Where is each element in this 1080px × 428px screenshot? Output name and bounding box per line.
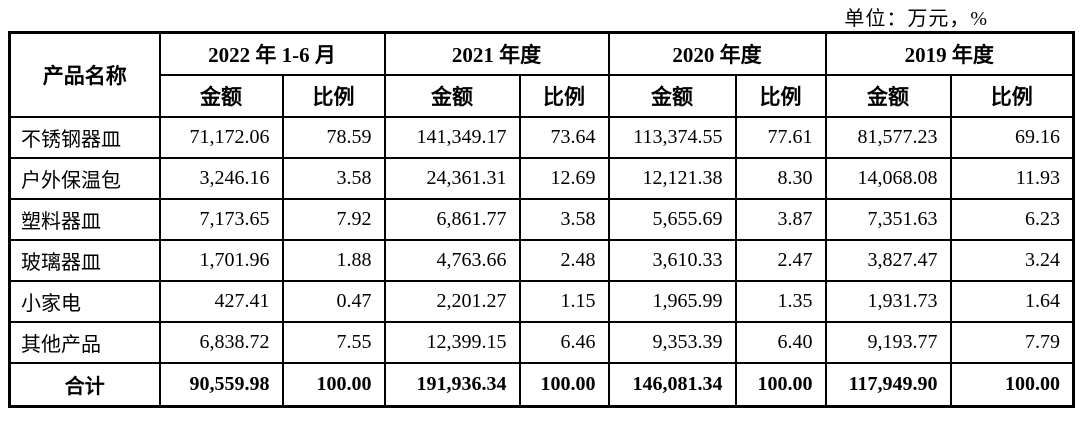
cell-amount: 1,701.96: [158, 239, 284, 282]
col-header-amount: 金额: [607, 74, 737, 118]
col-header-ratio: 比例: [949, 74, 1075, 118]
row-name: 不锈钢器皿: [8, 116, 161, 159]
cell-amount: 12,121.38: [607, 157, 737, 200]
table-row: 其他产品 6,838.72 7.55 12,399.15 6.46 9,353.…: [8, 321, 1075, 364]
cell-amount: 81,577.23: [824, 116, 952, 159]
cell-amount: 7,173.65: [158, 198, 284, 241]
cell-amount: 2,201.27: [383, 280, 521, 323]
col-header-ratio: 比例: [518, 74, 610, 118]
cell-ratio: 6.46: [518, 321, 610, 364]
total-amount: 90,559.98: [158, 362, 284, 408]
revenue-by-product-table: 产品名称 2022 年 1-6 月 2021 年度 2020 年度 2019 年…: [8, 31, 1075, 408]
cell-ratio: 2.48: [518, 239, 610, 282]
cell-amount: 7,351.63: [824, 198, 952, 241]
total-label: 合计: [8, 362, 161, 408]
cell-ratio: 6.40: [734, 321, 827, 364]
col-header-ratio: 比例: [281, 74, 386, 118]
cell-ratio: 0.47: [281, 280, 386, 323]
total-amount: 117,949.90: [824, 362, 952, 408]
cell-amount: 71,172.06: [158, 116, 284, 159]
col-header-period-2020: 2020 年度: [607, 31, 827, 76]
table-row: 小家电 427.41 0.47 2,201.27 1.15 1,965.99 1…: [8, 280, 1075, 323]
cell-amount: 14,068.08: [824, 157, 952, 200]
total-ratio: 100.00: [281, 362, 386, 408]
cell-amount: 113,374.55: [607, 116, 737, 159]
cell-ratio: 77.61: [734, 116, 827, 159]
total-ratio: 100.00: [518, 362, 610, 408]
table-row: 塑料器皿 7,173.65 7.92 6,861.77 3.58 5,655.6…: [8, 198, 1075, 241]
cell-amount: 3,827.47: [824, 239, 952, 282]
cell-amount: 6,861.77: [383, 198, 521, 241]
cell-ratio: 11.93: [949, 157, 1075, 200]
cell-ratio: 78.59: [281, 116, 386, 159]
cell-ratio: 3.87: [734, 198, 827, 241]
cell-ratio: 7.79: [949, 321, 1075, 364]
cell-ratio: 12.69: [518, 157, 610, 200]
cell-ratio: 3.24: [949, 239, 1075, 282]
cell-amount: 141,349.17: [383, 116, 521, 159]
col-header-amount: 金额: [824, 74, 952, 118]
cell-amount: 9,193.77: [824, 321, 952, 364]
col-header-period-2019: 2019 年度: [824, 31, 1075, 76]
cell-ratio: 3.58: [518, 198, 610, 241]
table-row: 玻璃器皿 1,701.96 1.88 4,763.66 2.48 3,610.3…: [8, 239, 1075, 282]
cell-amount: 6,838.72: [158, 321, 284, 364]
cell-ratio: 2.47: [734, 239, 827, 282]
cell-amount: 4,763.66: [383, 239, 521, 282]
cell-amount: 5,655.69: [607, 198, 737, 241]
total-amount: 146,081.34: [607, 362, 737, 408]
cell-ratio: 1.35: [734, 280, 827, 323]
total-ratio: 100.00: [734, 362, 827, 408]
col-header-period-2022: 2022 年 1-6 月: [158, 31, 386, 76]
cell-amount: 24,361.31: [383, 157, 521, 200]
cell-amount: 1,931.73: [824, 280, 952, 323]
row-name: 其他产品: [8, 321, 161, 364]
cell-ratio: 1.15: [518, 280, 610, 323]
cell-ratio: 1.64: [949, 280, 1075, 323]
cell-amount: 12,399.15: [383, 321, 521, 364]
cell-ratio: 3.58: [281, 157, 386, 200]
cell-amount: 9,353.39: [607, 321, 737, 364]
table-row: 户外保温包 3,246.16 3.58 24,361.31 12.69 12,1…: [8, 157, 1075, 200]
col-header-ratio: 比例: [734, 74, 827, 118]
col-header-amount: 金额: [383, 74, 521, 118]
cell-ratio: 7.55: [281, 321, 386, 364]
row-name: 户外保温包: [8, 157, 161, 200]
total-ratio: 100.00: [949, 362, 1075, 408]
cell-ratio: 73.64: [518, 116, 610, 159]
cell-ratio: 6.23: [949, 198, 1075, 241]
cell-amount: 3,610.33: [607, 239, 737, 282]
cell-amount: 3,246.16: [158, 157, 284, 200]
period-header-row: 产品名称 2022 年 1-6 月 2021 年度 2020 年度 2019 年…: [8, 31, 1075, 118]
row-name: 玻璃器皿: [8, 239, 161, 282]
col-header-product-name: 产品名称: [8, 31, 161, 118]
cell-ratio: 7.92: [281, 198, 386, 241]
cell-amount: 1,965.99: [607, 280, 737, 323]
total-row: 合计 90,559.98 100.00 191,936.34 100.00 14…: [8, 362, 1075, 408]
cell-ratio: 69.16: [949, 116, 1075, 159]
cell-ratio: 8.30: [734, 157, 827, 200]
cell-amount: 427.41: [158, 280, 284, 323]
cell-ratio: 1.88: [281, 239, 386, 282]
row-name: 塑料器皿: [8, 198, 161, 241]
col-header-period-2021: 2021 年度: [383, 31, 610, 76]
unit-label: 单位：万元，%: [844, 8, 988, 30]
table-row: 不锈钢器皿 71,172.06 78.59 141,349.17 73.64 1…: [8, 116, 1075, 159]
subheader-row: 金额 比例 金额 比例 金额 比例 金额 比例: [10, 74, 1075, 118]
col-header-amount: 金额: [158, 74, 284, 118]
row-name: 小家电: [8, 280, 161, 323]
total-amount: 191,936.34: [383, 362, 521, 408]
